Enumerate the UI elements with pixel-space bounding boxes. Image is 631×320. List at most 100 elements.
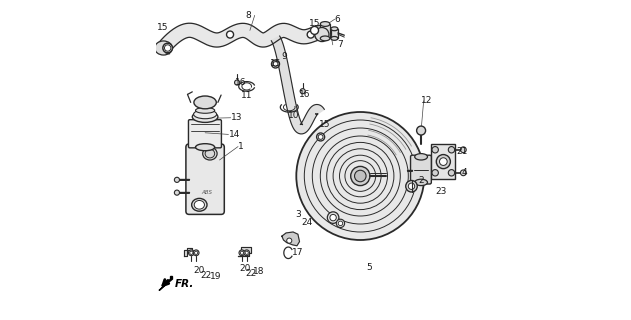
Circle shape [440,158,447,165]
Circle shape [432,147,439,153]
Circle shape [193,250,199,256]
Text: 8: 8 [245,11,251,20]
Ellipse shape [227,31,233,38]
Text: 4: 4 [461,168,467,177]
Circle shape [174,177,179,182]
Ellipse shape [203,147,217,160]
Text: 15: 15 [319,120,330,129]
Circle shape [351,166,370,186]
Ellipse shape [155,41,172,55]
Polygon shape [271,36,324,134]
Text: 16: 16 [235,78,246,87]
Text: 12: 12 [421,96,432,105]
Circle shape [239,250,245,256]
Circle shape [448,147,455,153]
Circle shape [240,251,244,254]
Text: FR.: FR. [175,279,194,289]
Ellipse shape [321,22,330,26]
Circle shape [330,214,336,221]
Ellipse shape [192,198,207,211]
Text: 22: 22 [200,271,211,280]
Circle shape [235,80,240,85]
Ellipse shape [415,179,427,186]
Text: 15: 15 [156,23,168,32]
Ellipse shape [321,36,330,41]
Ellipse shape [165,45,171,51]
Text: 13: 13 [231,113,242,122]
Circle shape [300,89,305,94]
Text: ABS: ABS [201,189,212,195]
FancyBboxPatch shape [411,155,432,184]
Circle shape [355,170,366,182]
Ellipse shape [194,110,216,119]
Ellipse shape [315,28,329,42]
Text: 3: 3 [296,210,302,219]
Ellipse shape [196,144,215,151]
Circle shape [416,126,425,135]
Text: 2: 2 [418,176,424,185]
Ellipse shape [196,108,215,113]
Circle shape [336,219,345,228]
Text: 5: 5 [367,263,372,272]
Text: 20: 20 [239,264,251,273]
Ellipse shape [310,26,319,34]
Ellipse shape [331,36,338,40]
Bar [432,144,456,179]
Circle shape [461,170,466,176]
Circle shape [436,155,451,169]
Text: 11: 11 [241,91,252,100]
Circle shape [244,250,250,256]
Text: 14: 14 [228,130,240,139]
Ellipse shape [318,134,323,140]
Ellipse shape [415,154,427,160]
Ellipse shape [317,133,324,141]
Circle shape [448,170,455,176]
Circle shape [286,238,292,243]
Circle shape [461,147,466,153]
Ellipse shape [205,149,215,158]
Circle shape [174,190,179,195]
Circle shape [408,183,415,189]
Text: 23: 23 [435,188,447,196]
Circle shape [406,180,417,192]
Polygon shape [158,23,329,52]
Bar [331,29,338,38]
Text: 10: 10 [288,111,300,120]
Ellipse shape [194,96,216,109]
Text: 6: 6 [334,15,341,24]
Text: 7: 7 [337,40,343,49]
Polygon shape [159,276,172,291]
FancyBboxPatch shape [186,144,224,214]
Text: 1: 1 [238,142,244,151]
Circle shape [432,170,439,176]
Text: 16: 16 [299,90,310,99]
Polygon shape [238,247,251,256]
Ellipse shape [273,61,278,67]
Text: 17: 17 [292,248,303,257]
Text: 9: 9 [281,52,286,61]
Ellipse shape [331,27,338,31]
Text: 24: 24 [301,218,312,227]
Circle shape [338,221,343,226]
Circle shape [189,250,194,256]
Polygon shape [282,232,300,246]
Text: 21: 21 [456,148,468,156]
Circle shape [190,251,193,254]
Text: 18: 18 [252,268,264,276]
Circle shape [194,251,198,254]
Text: 15: 15 [270,59,281,68]
Bar [321,24,330,38]
Ellipse shape [194,200,204,209]
Circle shape [327,212,339,223]
Text: 15: 15 [309,20,320,28]
Ellipse shape [307,31,314,38]
Ellipse shape [163,43,172,53]
FancyBboxPatch shape [189,120,221,148]
Text: 20: 20 [193,266,204,275]
Ellipse shape [192,111,218,122]
Polygon shape [184,248,192,256]
Circle shape [245,251,249,254]
Text: 19: 19 [210,272,221,281]
Ellipse shape [271,60,280,68]
Text: 22: 22 [245,269,257,278]
